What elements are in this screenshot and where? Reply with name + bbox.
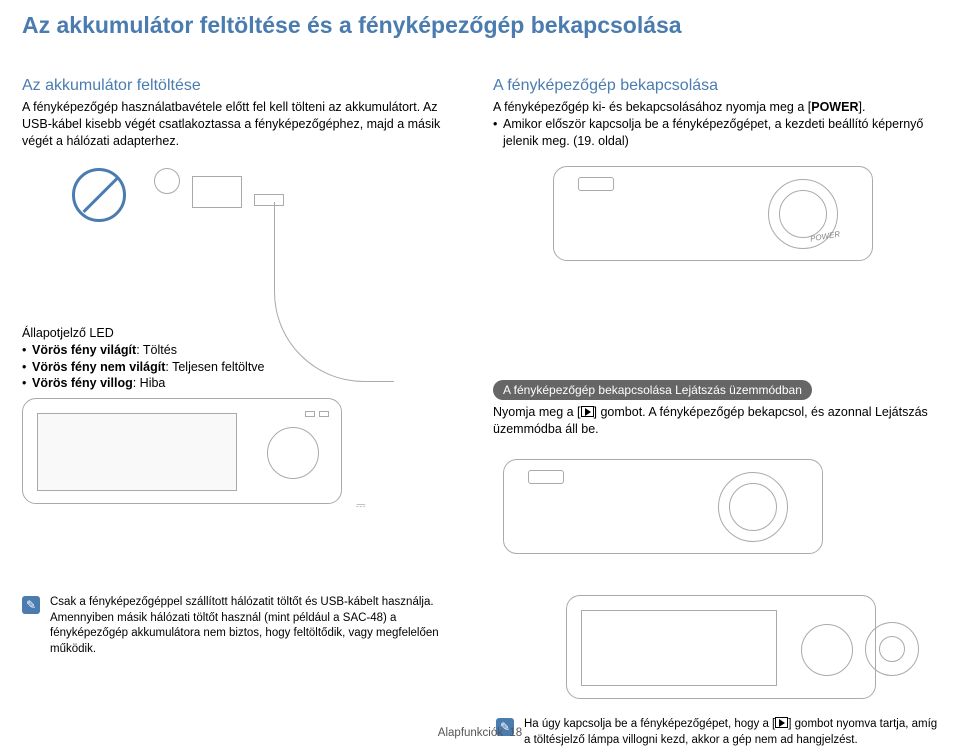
right-bullet-1: Amikor először kapcsolja be a fényképező… bbox=[493, 116, 938, 150]
playback-illustration bbox=[493, 453, 938, 573]
bottom-row: ✎ Csak a fényképezőgéppel szállított hál… bbox=[22, 595, 938, 748]
right-heading: A fényképezőgép bekapcsolása bbox=[493, 77, 938, 95]
bottom-right-block: ✎ Ha úgy kapcsolja be a fényképezőgépet,… bbox=[496, 595, 938, 748]
camera-back-zoom-illustration bbox=[566, 595, 876, 699]
forbidden-icon bbox=[72, 168, 126, 222]
outlet-icon bbox=[154, 168, 180, 194]
footer-page-number: 18 bbox=[509, 727, 522, 739]
camera-back-illustration bbox=[22, 398, 342, 504]
left-column: Az akkumulátor feltöltése A fényképezőgé… bbox=[22, 77, 467, 573]
footer-label: Alapfunkciók bbox=[438, 727, 503, 739]
zoom-detail-icon bbox=[865, 622, 919, 676]
playback-text: Nyomja meg a [] gombot. A fényképezőgép … bbox=[493, 404, 938, 438]
left-heading: Az akkumulátor feltöltése bbox=[22, 77, 467, 95]
play-icon bbox=[581, 406, 594, 417]
page-title: Az akkumulátor feltöltése és a fényképez… bbox=[22, 12, 938, 39]
adapter-icon bbox=[192, 176, 242, 208]
led-bullet-3: Vörös fény villog: Hiba bbox=[22, 375, 467, 392]
note-icon: ✎ bbox=[22, 596, 40, 614]
led-block: Állapotjelző LED Vörös fény világít: Töl… bbox=[22, 326, 467, 393]
note-left-text: Csak a fényképezőgéppel szállított hálóz… bbox=[50, 595, 464, 657]
led-title: Állapotjelző LED bbox=[22, 326, 467, 340]
charging-illustration bbox=[22, 168, 467, 298]
usb-symbol-icon: ⎓ bbox=[356, 498, 366, 513]
led-bullets: Vörös fény világít: Töltés Vörös fény ne… bbox=[22, 342, 467, 393]
led-bullet-1: Vörös fény világít: Töltés bbox=[22, 342, 467, 359]
note-left-block: ✎ Csak a fényképezőgéppel szállított hál… bbox=[22, 595, 470, 657]
right-column: A fényképezőgép bekapcsolása A fényképez… bbox=[493, 77, 938, 573]
power-illustration: POWER bbox=[493, 160, 938, 290]
footer: Alapfunkciók 18 bbox=[0, 727, 960, 739]
columns: Az akkumulátor feltöltése A fényképezőgé… bbox=[22, 77, 938, 573]
led-bullet-2: Vörös fény nem világít: Teljesen feltölt… bbox=[22, 359, 467, 376]
playback-mode-pill: A fényképezőgép bekapcsolása Lejátszás ü… bbox=[493, 380, 812, 400]
right-line1: A fényképezőgép ki- és bekapcsolásához n… bbox=[493, 99, 938, 116]
usb-connector-icon bbox=[254, 194, 284, 206]
left-paragraph: A fényképezőgép használatbavétele előtt … bbox=[22, 99, 467, 150]
right-bullets: Amikor először kapcsolja be a fényképező… bbox=[493, 116, 938, 150]
